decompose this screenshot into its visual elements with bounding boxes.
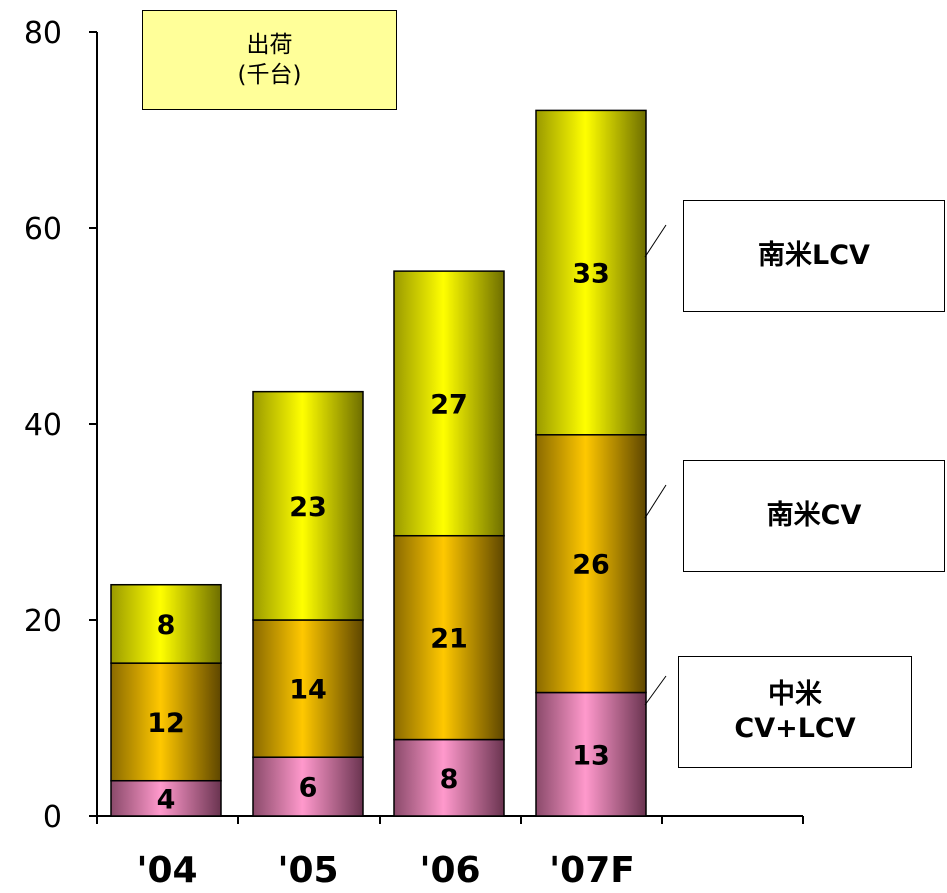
legend-central-america: 中米 CV+LCV bbox=[678, 656, 912, 768]
value-label: 12 bbox=[147, 708, 185, 739]
value-label: 33 bbox=[572, 259, 610, 290]
category-label: '07F bbox=[549, 850, 635, 891]
x-ticks bbox=[96, 816, 804, 824]
category-labels: '04 '05 '06 '07F bbox=[136, 850, 634, 891]
bar-segment bbox=[252, 390, 364, 621]
leader-line-central bbox=[644, 675, 667, 706]
category-label: '06 bbox=[419, 850, 480, 891]
legend-label-central-line2: CV+LCV bbox=[734, 713, 856, 744]
bar-segment bbox=[252, 619, 364, 758]
category-label: '05 bbox=[277, 850, 338, 891]
legend-label-central-line1: 中米 bbox=[768, 679, 822, 710]
legend-label-lcv: 南米LCV bbox=[758, 240, 870, 271]
bar-segment bbox=[535, 434, 647, 694]
y-tick-label: 20 bbox=[24, 604, 62, 639]
y-ticks: 0 20 40 60 80 bbox=[24, 16, 97, 835]
bar-segment bbox=[393, 270, 505, 537]
value-labels: 4 12 8 6 14 23 8 21 27 13 26 33 bbox=[147, 259, 610, 816]
y-tick-label: 80 bbox=[24, 16, 62, 51]
value-label: 21 bbox=[430, 624, 468, 655]
value-label: 13 bbox=[572, 740, 610, 771]
value-label: 27 bbox=[430, 389, 468, 420]
y-tick-label: 0 bbox=[43, 800, 62, 835]
bar-segment bbox=[252, 756, 364, 817]
value-label: 8 bbox=[157, 610, 176, 641]
bar-segment bbox=[393, 534, 505, 741]
legend-label-cv: 南米CV bbox=[766, 500, 862, 531]
bar-segment bbox=[535, 109, 647, 436]
unit-label-box: 出荷 (千台) bbox=[142, 10, 397, 110]
y-tick-label: 60 bbox=[24, 212, 62, 247]
value-label: 14 bbox=[289, 675, 327, 706]
value-label: 26 bbox=[572, 550, 610, 581]
bar-segment bbox=[393, 738, 505, 817]
unit-label-line2: (千台) bbox=[237, 62, 302, 88]
legend-leader-lines bbox=[644, 224, 667, 706]
leader-line-cv bbox=[644, 484, 667, 519]
y-tick-label: 40 bbox=[24, 408, 62, 443]
value-label: 23 bbox=[289, 492, 327, 523]
bar-segment bbox=[535, 691, 647, 817]
unit-label-line1: 出荷 bbox=[246, 32, 293, 58]
legend-south-america-lcv: 南米LCV bbox=[683, 200, 945, 312]
value-label: 8 bbox=[440, 764, 459, 795]
legend-south-america-cv: 南米CV bbox=[683, 460, 945, 572]
bar-segment bbox=[110, 583, 222, 664]
category-label: '04 bbox=[136, 850, 197, 891]
value-label: 4 bbox=[157, 784, 176, 815]
leader-line-lcv bbox=[644, 224, 667, 258]
value-label: 6 bbox=[299, 773, 318, 804]
bar-segment bbox=[110, 662, 222, 782]
bars bbox=[110, 109, 647, 817]
